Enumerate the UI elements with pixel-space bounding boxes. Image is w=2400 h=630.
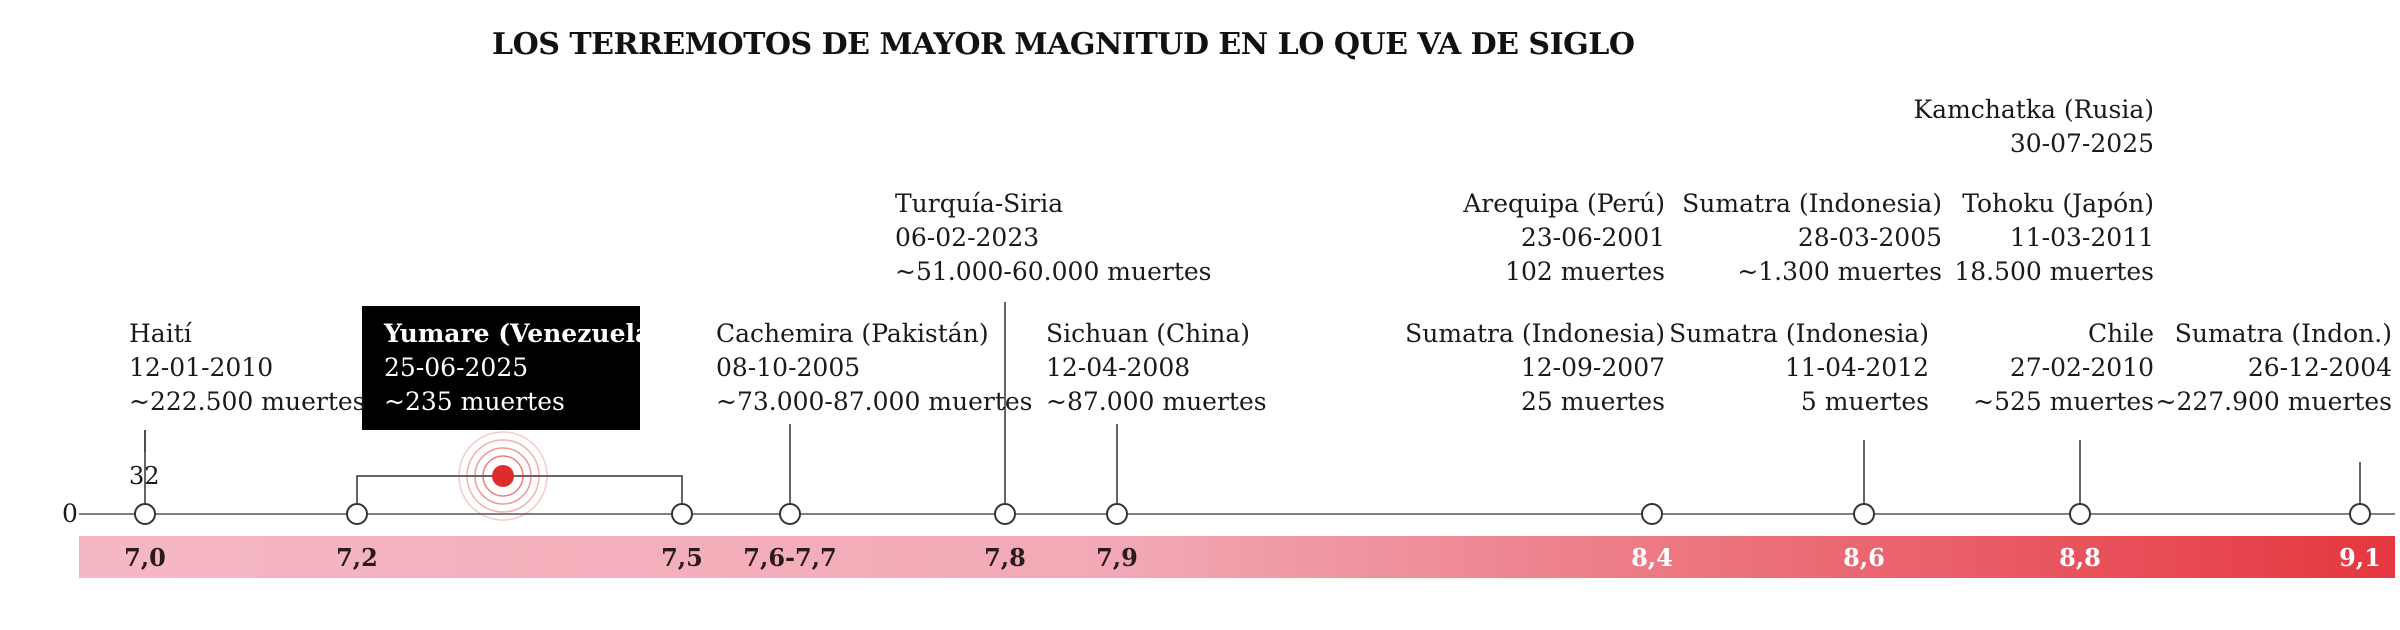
earthquake-date: 11-03-2011 <box>2010 223 2154 252</box>
earthquake-date: 11-04-2012 <box>1785 353 1929 382</box>
earthquake-place: Sichuan (China) <box>1046 319 1250 348</box>
highlight-label-box <box>362 306 640 430</box>
magnitude-scale-bar <box>79 536 2395 578</box>
chart-title: LOS TERREMOTOS DE MAYOR MAGNITUD EN LO Q… <box>492 27 1634 62</box>
highlight-point <box>492 465 514 487</box>
earthquake-date: 12-04-2008 <box>1046 353 1190 382</box>
earthquake-deaths: ~1.300 muertes <box>1737 257 1942 286</box>
earthquake-point <box>2349 503 2371 525</box>
magnitude-tick-label: 7,0 <box>124 543 166 572</box>
magnitude-tick-label: 7,8 <box>984 543 1026 572</box>
highlight-label: Yumare (Venezuela) 25-06-2025 ~235 muertes <box>383 319 663 416</box>
earthquake-place: Arequipa (Perú) <box>1462 189 1665 218</box>
magnitude-tick-label: 7,2 <box>336 543 378 572</box>
earthquake-point <box>1641 503 1663 525</box>
earthquake-label: Arequipa (Perú) 23-06-2001 102 muertes <box>1462 189 1665 286</box>
highlight-range-bracket <box>356 475 683 504</box>
magnitude-tick-label: 7,6-7,7 <box>743 543 836 572</box>
earthquake-deaths: ~73.000-87.000 muertes <box>716 387 1033 416</box>
earthquake-label: Sumatra (Indonesia) 11-04-2012 5 muertes <box>1669 319 1929 416</box>
earthquake-place: Cachemira (Pakistán) <box>716 319 989 348</box>
earthquake-date: 27-02-2010 <box>2010 353 2154 382</box>
earthquake-date: 30-07-2025 <box>2010 129 2154 158</box>
highlight-date: 25-06-2025 <box>384 353 528 382</box>
earthquake-label: Sichuan (China) 12-04-2008 ~87.000 muertes <box>1046 319 1267 416</box>
earthquake-place: Chile <box>2088 319 2154 348</box>
earthquake-date: 12-09-2007 <box>1521 353 1665 382</box>
y-axis-zero-label: 0 <box>62 499 78 528</box>
earthquake-label: Sumatra (Indon.) 26-12-2004 ~227.900 muert… <box>2156 319 2393 416</box>
earthquake-label: Kamchatka (Rusia) 30-07-2025 <box>1913 95 2154 158</box>
pulse-ring <box>474 447 532 505</box>
magnitude-tick-label: 9,1 <box>2339 543 2381 572</box>
earthquake-deaths: ~227.900 muertes <box>2156 387 2393 416</box>
earthquake-date: 28-03-2005 <box>1798 223 1942 252</box>
earthquake-label: Haití 12-01-2010 ~222.500 muertes <box>129 319 366 416</box>
earthquake-date: 12-01-2010 <box>129 353 273 382</box>
earthquake-deaths: 102 muertes <box>1505 257 1665 286</box>
earthquake-place: Sumatra (Indonesia) <box>1682 189 1942 218</box>
pulse-ring <box>458 431 548 521</box>
earthquake-point <box>2069 503 2091 525</box>
highlight-place: Yumare (Venezuela) <box>383 319 663 348</box>
earthquake-date: 06-02-2023 <box>895 223 1039 252</box>
earthquake-date: 23-06-2001 <box>1521 223 1665 252</box>
earthquake-deaths: ~51.000-60.000 muertes <box>895 257 1212 286</box>
range-end-point <box>671 503 693 525</box>
earthquake-deaths: ~222.500 muertes <box>129 387 366 416</box>
marker-label: 32 <box>129 462 160 490</box>
earthquake-place: Tohoku (Japón) <box>1962 189 2154 218</box>
earthquake-deaths: 25 muertes <box>1521 387 1665 416</box>
earthquake-deaths: 18.500 muertes <box>1954 257 2154 286</box>
earthquake-date: 26-12-2004 <box>2248 353 2392 382</box>
earthquake-point <box>134 503 156 525</box>
highlight-deaths: ~235 muertes <box>384 387 565 416</box>
earthquake-label: Sumatra (Indonesia) 12-09-2007 25 muertes <box>1405 319 1665 416</box>
magnitude-tick-label: 7,5 <box>661 543 703 572</box>
earthquake-label: Cachemira (Pakistán) 08-10-2005 ~73.000-87… <box>716 319 1033 416</box>
earthquake-place: Sumatra (Indonesia) <box>1669 319 1929 348</box>
pulse-ring <box>466 439 540 513</box>
earthquake-deaths: ~87.000 muertes <box>1046 387 1267 416</box>
earthquake-point <box>779 503 801 525</box>
earthquake-label: Chile 27-02-2010 ~525 muertes <box>1973 319 2154 416</box>
earthquake-place: Sumatra (Indonesia) <box>1405 319 1665 348</box>
magnitude-tick-label: 8,6 <box>1843 543 1885 572</box>
pulse-ring <box>482 455 524 497</box>
earthquake-point <box>994 503 1016 525</box>
earthquake-deaths: 5 muertes <box>1801 387 1929 416</box>
earthquake-date: 08-10-2005 <box>716 353 860 382</box>
earthquake-label: Turquía-Siria 06-02-2023 ~51.000-60.000 mu… <box>895 189 1212 286</box>
earthquake-label: Tohoku (Japón) 11-03-2011 18.500 muertes <box>1954 189 2154 286</box>
magnitude-tick-label: 8,4 <box>1631 543 1673 572</box>
earthquake-deaths: ~525 muertes <box>1973 387 2154 416</box>
range-start-point <box>346 503 368 525</box>
earthquake-place: Haití <box>129 319 193 348</box>
magnitude-tick-label: 8,8 <box>2059 543 2101 572</box>
earthquake-place: Turquía-Siria <box>895 189 1063 218</box>
earthquake-point <box>1853 503 1875 525</box>
earthquake-point <box>1106 503 1128 525</box>
earthquake-place: Sumatra (Indon.) <box>2175 319 2392 348</box>
earthquake-label: Sumatra (Indonesia) 28-03-2005 ~1.300 muer… <box>1682 189 1942 286</box>
earthquake-place: Kamchatka (Rusia) <box>1913 95 2154 124</box>
magnitude-tick-label: 7,9 <box>1096 543 1138 572</box>
